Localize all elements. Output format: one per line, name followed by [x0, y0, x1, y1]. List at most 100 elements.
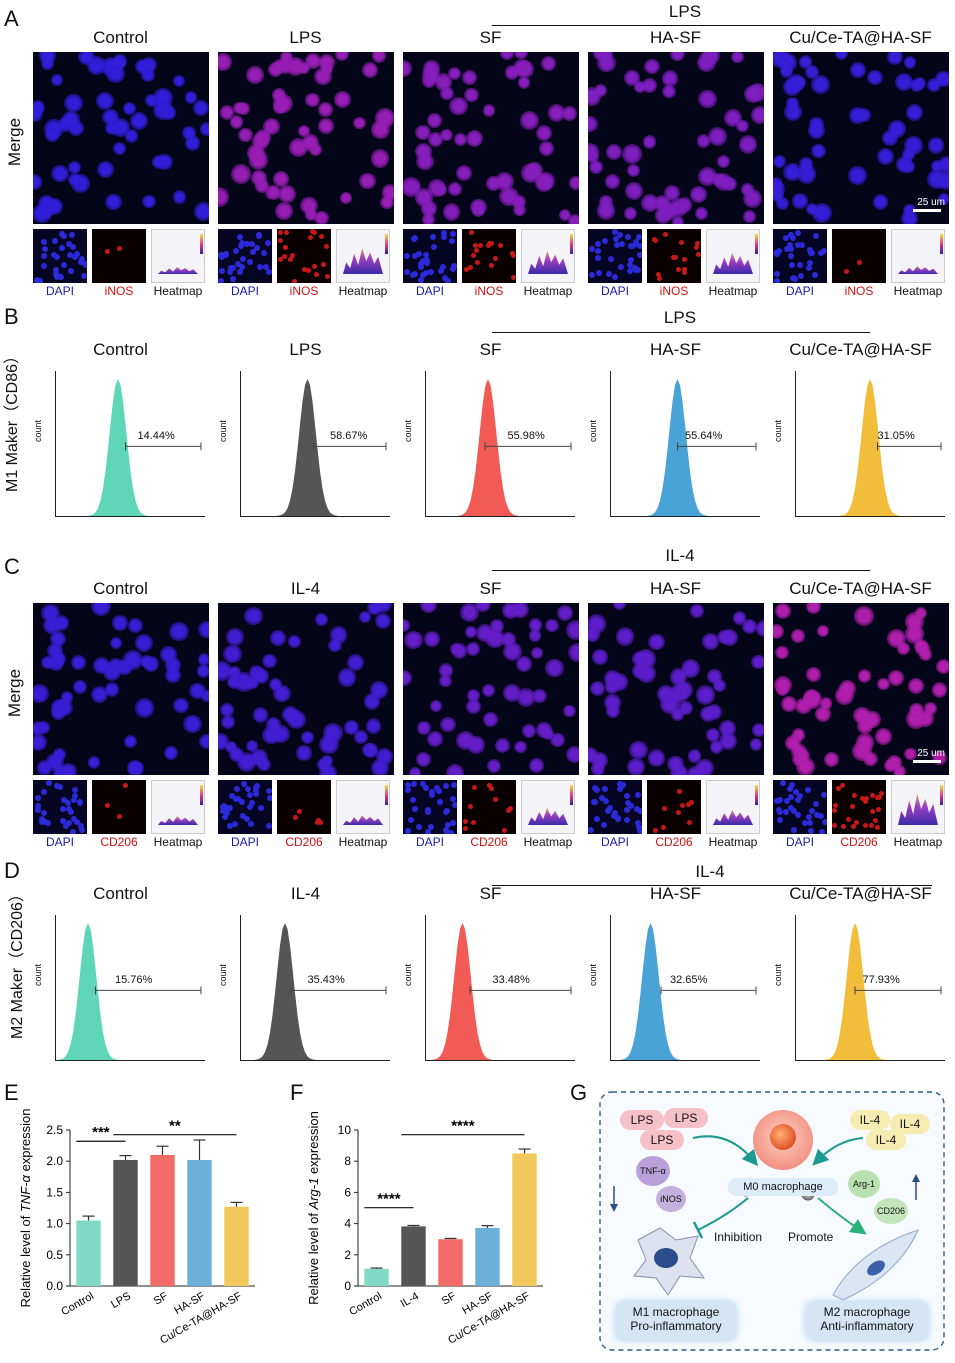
dapi-dot [428, 268, 435, 275]
panelB-y-axis-3 [610, 371, 611, 516]
chart-F-ylabel: Relative level of Arg-1 expression [306, 1111, 321, 1305]
panelB-title-3: HA-SF [650, 340, 701, 359]
cell-dot [511, 195, 526, 210]
cell-dot [362, 62, 379, 79]
cell-dot [231, 164, 252, 184]
marker-dot [325, 273, 331, 279]
panelA-marker-thumb-1 [277, 229, 331, 283]
chart-E-sig-label-0: *** [92, 1124, 110, 1141]
panelA-thumb-label-0-2: Heatmap [153, 284, 203, 298]
dapi-dot [608, 255, 615, 262]
dapi-dot [617, 232, 624, 239]
cell-dot [908, 702, 925, 719]
cell-dot [134, 698, 154, 718]
chart-F-category-1: IL-4 [399, 1290, 421, 1310]
dapi-dot [636, 234, 642, 241]
tnf-alpha-bar-chart: 0.0 0.5 1.0 1.5 2.0 2.5 Relative level of TNF-… [18, 1109, 255, 1347]
dapi-dot [266, 823, 272, 830]
dapi-dot [444, 821, 451, 828]
cell-dot [642, 78, 657, 94]
cell-dot [597, 53, 616, 73]
chart-F-ylabel-suffix: expression [306, 1111, 321, 1177]
cell-dot [449, 96, 468, 116]
panelA-heatmap-thumb-4 [891, 229, 945, 283]
cell-dot [530, 646, 543, 659]
marker-dot [302, 266, 308, 272]
dapi-dot [411, 235, 418, 242]
dapi-dot [60, 261, 67, 268]
panelA-thumb-label-2-1: iNOS [474, 284, 504, 298]
marker-dot [679, 240, 685, 246]
cell-dot [819, 697, 833, 711]
dapi-dot [628, 803, 635, 810]
dapi-dot [53, 783, 60, 790]
panelA-title-1: LPS [289, 28, 322, 47]
cell-dot [937, 170, 949, 190]
cell-dot [591, 761, 605, 775]
cell-dot [247, 144, 265, 162]
cell-dot [877, 677, 890, 691]
chart-E-ylabel: Relative level of TNF-α expression [18, 1109, 33, 1308]
cell-dot [315, 612, 328, 626]
dapi-dot [72, 254, 79, 261]
m1-label-line1: M1 macrophage [632, 1305, 720, 1319]
cell-dot [796, 748, 810, 763]
panel-letter-d: D [4, 858, 20, 883]
cell-dot [419, 603, 437, 613]
panelC-dapi-thumb-4 [773, 780, 827, 834]
dapi-dot [65, 806, 72, 813]
dapi-dot [239, 813, 246, 820]
panelC-heatmap-thumb-2 [521, 780, 575, 834]
dapi-dot [790, 807, 797, 814]
cell-dot [539, 141, 554, 156]
panelC-marker-thumb-1 [277, 780, 331, 834]
cell-dot [568, 642, 579, 663]
cell-dot [536, 722, 552, 739]
marker-dot [278, 257, 284, 263]
panelA-scale-bar-line [913, 209, 941, 212]
dapi-dot [782, 234, 789, 241]
panelD-histogram-peak-0 [58, 923, 118, 1060]
cell-dot [626, 164, 640, 178]
cell-dot [661, 84, 676, 99]
cell-dot [45, 197, 63, 216]
cell-dot [421, 65, 441, 85]
dapi-dot [424, 260, 431, 267]
cell-dot [624, 207, 638, 221]
chart-F-bar-2 [438, 1239, 463, 1286]
cell-dot [853, 706, 872, 725]
cell-dot [892, 764, 906, 775]
cell-dot [561, 105, 577, 121]
cell-dot [913, 76, 927, 90]
inhibition-arrow [697, 1197, 749, 1231]
dapi-dot [797, 792, 804, 799]
dapi-dot [451, 782, 457, 789]
cell-dot [694, 207, 708, 220]
cell-dot [811, 143, 826, 159]
panelC-thumb-label-1-0: DAPI [230, 835, 259, 849]
dapi-dot [230, 276, 237, 283]
chart-F-category-0: Control [347, 1290, 384, 1318]
cell-dot [295, 745, 312, 762]
dapi-dot [809, 249, 816, 256]
marker-dot [676, 809, 682, 815]
dapi-dot [253, 790, 260, 797]
dapi-dot [70, 797, 77, 804]
dapi-dot [595, 241, 602, 248]
cell-dot [438, 674, 452, 688]
dapi-dot [774, 278, 781, 283]
cell-dot [112, 141, 126, 155]
heatmap-colorbar [940, 234, 943, 254]
panelC-marker-thumb-4 [832, 780, 886, 834]
cell-dot [64, 93, 83, 113]
cell-dot [780, 695, 797, 712]
marker-dot [688, 800, 694, 806]
cell-dot [455, 164, 472, 182]
dapi-dot [68, 268, 75, 275]
panelC-dapi-thumb-2 [403, 780, 457, 834]
cell-dot [265, 716, 281, 732]
dapi-dot [795, 797, 802, 804]
cell-dot [152, 154, 167, 169]
cell-dot [218, 186, 229, 207]
panelB-percent-4: 31.05% [877, 430, 915, 443]
